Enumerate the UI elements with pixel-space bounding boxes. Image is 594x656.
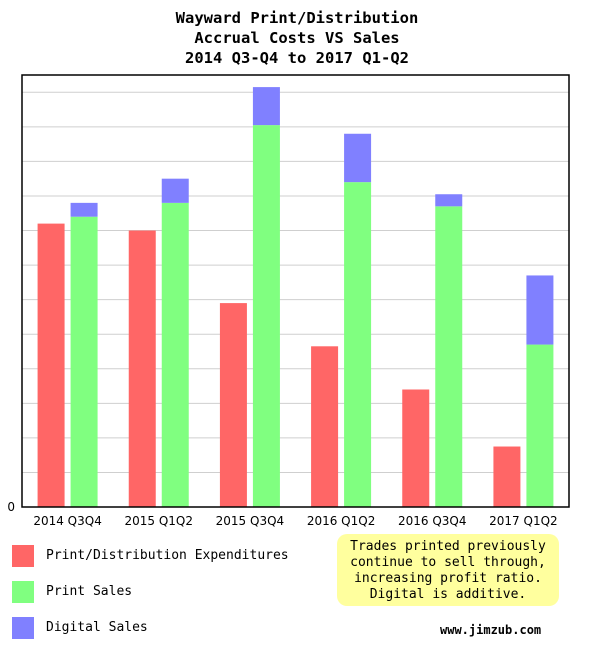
- legend-label-print-sales: Print Sales: [46, 584, 133, 599]
- bar-expenditures: [493, 446, 521, 507]
- bar-print-sales: [344, 182, 372, 508]
- note-line-1: Trades printed previously: [350, 539, 546, 554]
- bar-digital-sales: [70, 202, 98, 217]
- legend-swatch-expenditures: [12, 545, 34, 567]
- bar-digital-sales: [344, 133, 372, 183]
- plot-frame: [21, 74, 570, 508]
- bar-print-sales: [435, 206, 463, 507]
- bar-expenditures: [311, 346, 339, 507]
- chart-title-line-2: Accrual Costs VS Sales: [194, 29, 400, 47]
- bar-expenditures: [128, 230, 156, 507]
- chart-title: Wayward Print/Distribution Accrual Costs…: [0, 8, 594, 68]
- x-tick-label: 2015 Q3Q4: [216, 514, 285, 528]
- x-tick-label: 2014 Q3Q4: [33, 514, 102, 528]
- note-line-4: Digital is additive.: [369, 587, 527, 602]
- legend-swatch-print-sales: [12, 581, 34, 603]
- bar-print-sales: [70, 216, 98, 508]
- bar-expenditures: [219, 303, 247, 507]
- x-tick-label: 2017 Q1Q2: [489, 514, 558, 528]
- x-tick-label: 2016 Q3Q4: [398, 514, 467, 528]
- bar-digital-sales: [435, 194, 463, 207]
- bar-print-sales: [161, 202, 189, 507]
- annotation-note: Trades printed previously continue to se…: [337, 534, 559, 606]
- bar-digital-sales: [252, 87, 280, 126]
- legend-swatch-digital-sales: [12, 617, 34, 639]
- bar-digital-sales: [526, 275, 554, 345]
- bar-expenditures: [37, 223, 65, 507]
- grid-lines: [22, 91, 569, 473]
- note-line-3: increasing profit ratio.: [354, 571, 542, 586]
- chart-title-line-3: 2014 Q3-Q4 to 2017 Q1-Q2: [185, 49, 409, 67]
- x-tick-label: 2015 Q1Q2: [124, 514, 193, 528]
- chart-title-line-1: Wayward Print/Distribution: [175, 9, 419, 27]
- bar-expenditures: [402, 389, 430, 507]
- bar-digital-sales: [161, 178, 189, 203]
- x-tick-label: 2016 Q1Q2: [307, 514, 376, 528]
- bars: [37, 87, 554, 508]
- legend-label-expenditures: Print/Distribution Expenditures: [46, 548, 289, 563]
- website-credit: www.jimzub.com: [440, 623, 542, 637]
- axis-labels: 2014 Q3Q4 2015 Q1Q2 2015 Q3Q4 2016 Q1Q2 2016…: [7, 500, 557, 528]
- y-tick-label: 0: [7, 500, 15, 514]
- note-line-2: continue to sell through,: [350, 555, 546, 570]
- bar-print-sales: [252, 125, 280, 507]
- bar-print-sales: [526, 344, 554, 507]
- legend-label-digital-sales: Digital Sales: [46, 620, 148, 635]
